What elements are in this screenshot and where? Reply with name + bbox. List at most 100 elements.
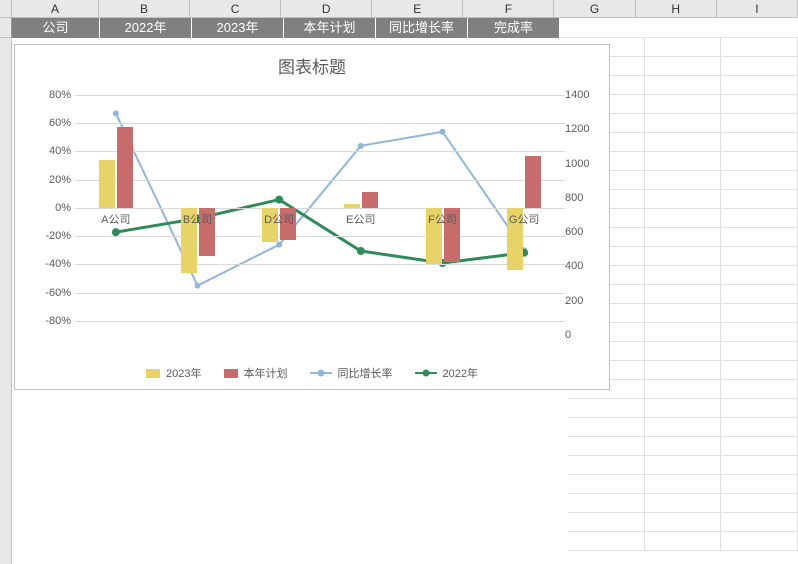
grid-cell[interactable] xyxy=(721,114,798,133)
col-header-D[interactable]: D xyxy=(281,0,372,18)
y-right-label: 600 xyxy=(565,226,603,238)
col-header-A[interactable]: A xyxy=(12,0,99,18)
header-tab-2[interactable]: 2023年 xyxy=(192,18,284,38)
grid-cell[interactable] xyxy=(645,247,722,266)
grid-cell[interactable] xyxy=(721,380,798,399)
grid-cell[interactable] xyxy=(721,342,798,361)
grid-cell[interactable] xyxy=(721,361,798,380)
col-header-I[interactable]: I xyxy=(717,0,798,18)
grid-cell[interactable] xyxy=(568,532,645,551)
header-tab-4[interactable]: 同比增长率 xyxy=(376,18,468,38)
grid-cell[interactable] xyxy=(645,399,722,418)
legend-item: 2022年 xyxy=(415,365,478,381)
grid-cell[interactable] xyxy=(645,456,722,475)
grid-cell[interactable] xyxy=(721,475,798,494)
bar-本年计划 xyxy=(117,127,133,207)
grid-cell[interactable] xyxy=(645,380,722,399)
grid-cell[interactable] xyxy=(645,418,722,437)
grid-cell[interactable] xyxy=(645,76,722,95)
gridline xyxy=(75,95,565,96)
grid-cell[interactable] xyxy=(568,399,645,418)
grid-cell[interactable] xyxy=(721,38,798,57)
grid-cell[interactable] xyxy=(568,437,645,456)
grid-cell[interactable] xyxy=(645,114,722,133)
grid-cell[interactable] xyxy=(645,209,722,228)
category-label: A公司 xyxy=(101,211,130,227)
grid-cell[interactable] xyxy=(721,247,798,266)
row-headers-strip xyxy=(0,38,12,564)
grid-cell[interactable] xyxy=(645,532,722,551)
grid-cell[interactable] xyxy=(645,57,722,76)
grid-cell[interactable] xyxy=(645,190,722,209)
grid-cell[interactable] xyxy=(645,133,722,152)
grid-cell[interactable] xyxy=(721,209,798,228)
y-left-label: 0% xyxy=(29,202,71,214)
gridline xyxy=(75,264,565,265)
grid-cell[interactable] xyxy=(721,76,798,95)
y-right-label: 0 xyxy=(565,329,603,341)
grid-cell[interactable] xyxy=(568,456,645,475)
grid-cell[interactable] xyxy=(721,266,798,285)
y-right-label: 400 xyxy=(565,260,603,272)
y-left-label: -40% xyxy=(29,258,71,270)
grid-cell[interactable] xyxy=(721,513,798,532)
grid-cell[interactable] xyxy=(721,152,798,171)
legend-swatch xyxy=(146,369,160,378)
grid-cell[interactable] xyxy=(721,190,798,209)
grid-cell[interactable] xyxy=(645,171,722,190)
grid-cell[interactable] xyxy=(645,228,722,247)
grid-cell[interactable] xyxy=(721,228,798,247)
grid-cell[interactable] xyxy=(645,475,722,494)
grid-cell[interactable] xyxy=(721,285,798,304)
grid-cell[interactable] xyxy=(721,95,798,114)
grid-cell[interactable] xyxy=(568,494,645,513)
grid-cell[interactable] xyxy=(721,532,798,551)
header-tab-row: 公司2022年2023年本年计划同比增长率完成率 xyxy=(0,18,798,38)
legend-item: 本年计划 xyxy=(224,365,288,381)
grid-cell[interactable] xyxy=(568,418,645,437)
column-headers: ABCDEFGHI xyxy=(0,0,798,18)
grid-cell[interactable] xyxy=(645,152,722,171)
grid-cell[interactable] xyxy=(645,95,722,114)
col-header-E[interactable]: E xyxy=(372,0,463,18)
col-header-F[interactable]: F xyxy=(463,0,554,18)
grid-cell[interactable] xyxy=(721,57,798,76)
header-tab-5[interactable]: 完成率 xyxy=(468,18,560,38)
grid-cell[interactable] xyxy=(645,304,722,323)
grid-cell[interactable] xyxy=(645,285,722,304)
grid-cell[interactable] xyxy=(721,456,798,475)
grid-cell[interactable] xyxy=(645,266,722,285)
header-tab-3[interactable]: 本年计划 xyxy=(284,18,376,38)
col-header-B[interactable]: B xyxy=(99,0,190,18)
category-label: B公司 xyxy=(183,211,212,227)
grid-cell[interactable] xyxy=(645,323,722,342)
grid-cell[interactable] xyxy=(721,494,798,513)
grid-cell[interactable] xyxy=(721,399,798,418)
grid-cell[interactable] xyxy=(645,342,722,361)
grid-cell[interactable] xyxy=(721,171,798,190)
header-tab-1[interactable]: 2022年 xyxy=(100,18,192,38)
legend-label: 2023年 xyxy=(166,365,201,381)
grid-cell[interactable] xyxy=(645,361,722,380)
grid-cell[interactable] xyxy=(568,475,645,494)
row-header-1[interactable] xyxy=(0,18,12,38)
grid-cell[interactable] xyxy=(721,323,798,342)
grid-cell[interactable] xyxy=(721,418,798,437)
grid-cell[interactable] xyxy=(721,304,798,323)
y-left-label: 80% xyxy=(29,89,71,101)
grid-cell[interactable] xyxy=(645,513,722,532)
grid-cell[interactable] xyxy=(721,133,798,152)
y-right-label: 1200 xyxy=(565,123,603,135)
grid-cell[interactable] xyxy=(721,437,798,456)
header-tab-0[interactable]: 公司 xyxy=(12,18,100,38)
col-header-C[interactable]: C xyxy=(190,0,281,18)
chart-container[interactable]: 图表标题 2023年本年计划同比增长率2022年 -80%-60%-40%-20… xyxy=(14,44,610,390)
grid-cell[interactable] xyxy=(568,513,645,532)
col-header-H[interactable]: H xyxy=(636,0,717,18)
grid-cell[interactable] xyxy=(645,494,722,513)
grid-cell[interactable] xyxy=(645,38,722,57)
col-header-G[interactable]: G xyxy=(554,0,635,18)
rowhead-spacer xyxy=(0,0,12,18)
grid-cell[interactable] xyxy=(645,437,722,456)
legend-label: 2022年 xyxy=(443,365,478,381)
